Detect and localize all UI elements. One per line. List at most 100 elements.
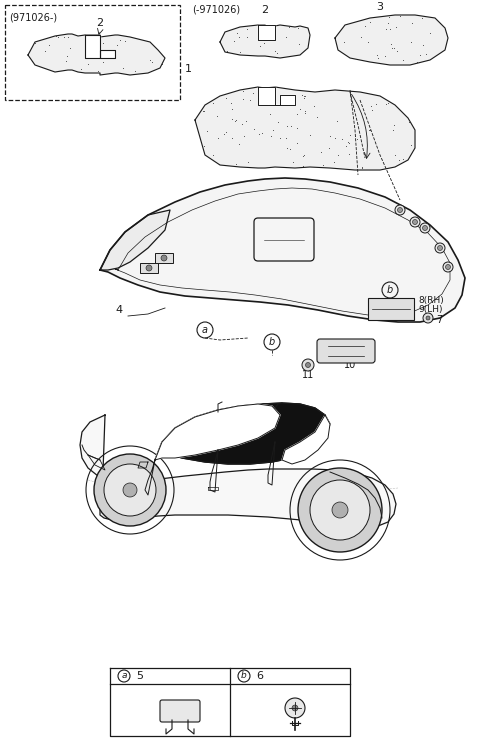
Point [298,89,305,101]
Point [296,103,304,115]
Point [294,108,301,120]
Point [100,37,108,49]
Point [228,132,236,144]
Text: (971026-): (971026-) [9,13,57,23]
Point [243,31,251,43]
Point [266,108,274,120]
Point [282,132,290,144]
Circle shape [305,362,311,368]
Text: a: a [202,325,208,335]
Text: 3: 3 [376,2,384,12]
Point [121,35,129,47]
Circle shape [161,255,167,261]
Point [408,18,416,30]
Point [99,57,107,68]
Point [334,149,342,161]
Point [332,132,339,144]
Point [396,10,404,22]
Point [386,23,394,35]
Point [214,132,221,144]
Point [267,129,275,141]
Point [365,124,373,136]
Point [405,116,412,128]
Polygon shape [100,178,465,322]
Circle shape [104,464,156,516]
Point [283,121,290,132]
Circle shape [146,265,152,271]
Point [249,87,256,99]
Point [105,46,113,58]
Point [317,146,325,158]
Polygon shape [282,415,330,464]
Point [346,129,353,141]
Circle shape [443,262,453,272]
Point [267,84,275,96]
Circle shape [395,205,405,215]
Point [293,122,300,134]
Bar [5,5,180,100]
Text: a: a [121,672,127,681]
Point [274,117,281,129]
Point [62,55,70,67]
Point [300,90,308,102]
Point [240,130,248,142]
Point [344,136,352,148]
Point [283,31,290,42]
Point [232,114,240,126]
Point [31,36,39,48]
Point [293,137,301,149]
Point [384,97,392,109]
Point [28,55,36,67]
Circle shape [94,454,166,526]
Point [236,46,244,58]
Point [119,62,127,74]
Point [242,115,250,126]
Point [231,115,239,126]
Point [245,155,252,167]
Point [373,49,381,61]
Text: 5: 5 [136,671,143,681]
Polygon shape [258,25,275,40]
Point [374,52,382,64]
Point [246,94,253,106]
Point [358,161,366,173]
Point [325,142,333,154]
Point [131,65,139,77]
Point [239,94,247,106]
Polygon shape [208,487,218,490]
Point [346,89,354,101]
Point [338,133,346,145]
Point [407,36,414,48]
Point [342,141,350,153]
Text: b: b [241,672,247,681]
FancyBboxPatch shape [160,700,200,722]
Point [258,127,265,139]
Point [158,59,166,71]
Point [203,126,211,138]
Point [46,39,53,51]
Point [399,153,407,165]
Point [260,37,268,49]
Text: 4: 4 [115,305,122,315]
Point [301,107,309,119]
Point [368,103,376,115]
Text: 7: 7 [436,315,442,325]
Circle shape [422,225,428,231]
Point [227,97,235,109]
Point [116,34,124,46]
Point [113,39,121,51]
Point [390,42,398,54]
Text: (-971026): (-971026) [192,5,240,15]
Point [385,11,393,23]
Point [233,27,241,39]
Point [300,150,307,162]
Point [232,158,240,170]
Point [388,38,396,50]
Point [340,36,348,48]
Circle shape [420,223,430,233]
Polygon shape [220,25,310,58]
FancyBboxPatch shape [317,339,375,363]
Point [213,110,221,122]
Point [238,118,246,130]
Point [422,48,430,60]
